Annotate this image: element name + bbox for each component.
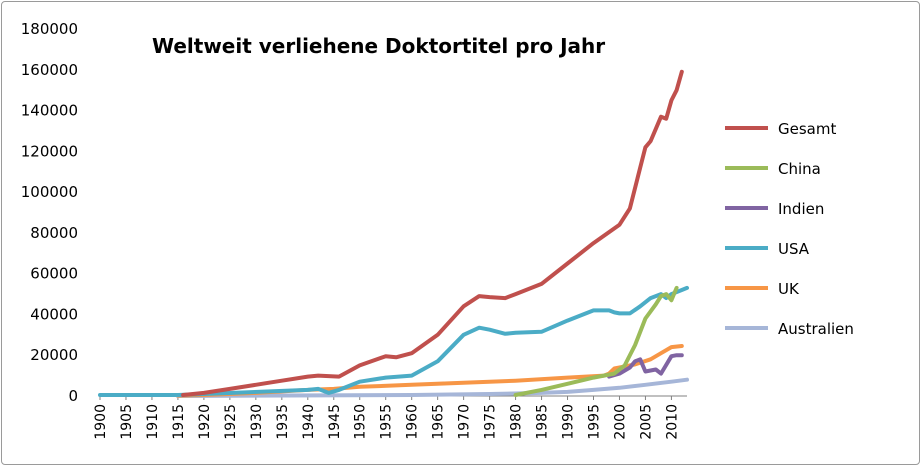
x-tick-label: 2000 [612,404,628,440]
x-tick-label: 1925 [223,404,239,440]
x-tick-label: 1975 [483,404,499,440]
series-line-indien [607,353,684,379]
x-tick-label: 1955 [379,404,395,440]
legend-label-gesamt: Gesamt [778,120,836,138]
x-tick-label: 1930 [249,404,265,440]
x-axis-ticks: 1900 1905 1910 1915 1920 1925 1930 1935 1940 1945… [93,396,680,440]
y-tick-label: 60000 [30,265,78,283]
legend: Gesamt China Indien USA UK Australien [725,120,854,338]
y-tick-label: 100000 [21,183,78,201]
chart-title: Weltweit verliehene Doktortitel pro Jahr [152,34,605,58]
series-lines [98,69,689,398]
x-tick-label: 1995 [586,404,602,440]
series-line-australien [175,377,689,398]
x-tick-label: 1935 [275,404,291,440]
y-tick-label: 120000 [21,142,78,160]
y-tick-label: 160000 [21,61,78,79]
y-tick-label: 180000 [21,20,78,38]
x-tick-label: 2005 [638,404,654,440]
x-tick-label: 1990 [561,404,577,440]
legend-label-china: China [778,160,821,178]
x-tick-label: 1945 [327,404,343,440]
x-tick-label: 1940 [301,404,317,440]
x-tick-label: 1980 [509,404,525,440]
y-tick-label: 80000 [30,224,78,242]
x-tick-label: 1905 [119,404,135,440]
x-tick-label: 1950 [353,404,369,440]
series-line-usa [98,285,689,397]
x-tick-label: 1920 [197,404,213,440]
x-tick-label: 1910 [145,404,161,440]
y-tick-label: 0 [68,387,78,405]
x-tick-label: 1985 [535,404,551,440]
y-tick-label: 40000 [30,305,78,323]
x-tick-label: 1965 [431,404,447,440]
legend-label-usa: USA [778,240,810,258]
series-line-china [513,285,679,397]
x-tick-label: 2010 [664,404,680,440]
y-tick-label: 140000 [21,102,78,120]
y-axis-ticks: 0 20000 40000 60000 80000 100000 120000 140000 1… [21,20,78,405]
y-tick-label: 20000 [30,346,78,364]
legend-label-uk: UK [778,280,800,298]
x-tick-label: 1970 [457,404,473,440]
legend-label-australien: Australien [778,320,854,338]
x-tick-label: 1900 [93,404,109,440]
x-tick-label: 1915 [171,404,187,440]
series-line-gesamt [181,69,684,397]
legend-label-indien: Indien [778,200,824,218]
x-tick-label: 1960 [405,404,421,440]
